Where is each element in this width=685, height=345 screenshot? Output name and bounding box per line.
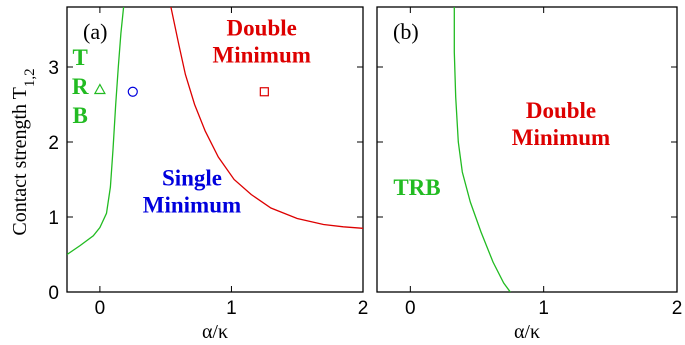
region-label-line: Single [162, 165, 222, 190]
plot-frame-b [376, 6, 678, 293]
region-label-line: B [72, 103, 87, 128]
region-label-line: Minimum [143, 192, 241, 217]
plot-frame-a [66, 6, 364, 293]
region-label-line: Minimum [213, 42, 311, 67]
y-axis-title-main: Contact strength T [9, 87, 31, 236]
y-tick-label: 3 [48, 58, 59, 79]
panel-label-b: (b) [393, 19, 419, 44]
x-tick-label: 0 [405, 298, 416, 319]
y-tick-label: 2 [48, 133, 59, 154]
panel-a: 0 1 20123α/κDoubleMinimumTRBSingleMinimum(… [48, 6, 369, 343]
circle-marker [127, 86, 138, 97]
triangle-marker [93, 83, 106, 95]
boundary-line-2 [170, 7, 363, 229]
region-label-line: TRB [393, 175, 440, 200]
x-tick-label: 2 [672, 298, 683, 319]
region-label-line: Double [526, 98, 596, 123]
boundary-line-1 [453, 7, 511, 292]
square-marker [259, 87, 269, 97]
y-axis-title-subscript: 1,2 [22, 68, 38, 87]
y-tick-label: 1 [48, 208, 59, 229]
region-label-line: R [72, 74, 89, 99]
x-tick-label: 1 [538, 298, 549, 319]
x-tick-label: 0 [95, 298, 106, 319]
y-axis-title: Contact strength T1,2 [9, 68, 38, 235]
x-tick-label: 2 [358, 298, 369, 319]
panel-label-a: (a) [83, 19, 107, 44]
region-label-line: Double [227, 15, 297, 40]
x-tick-label: 1 [226, 298, 237, 319]
y-tick-label: 0 [48, 283, 59, 304]
boundary-line-1 [67, 7, 125, 256]
x-axis-title: α/κ [202, 321, 228, 343]
x-axis-title: α/κ [514, 321, 540, 343]
region-label-line: Minimum [512, 125, 610, 150]
region-label-line: T [72, 45, 87, 70]
